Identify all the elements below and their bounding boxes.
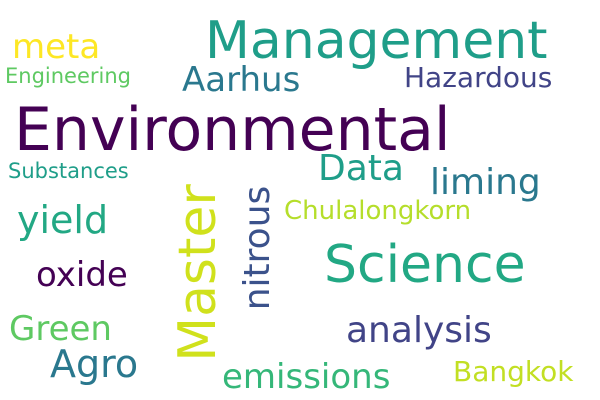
word-engineering: Engineering — [5, 64, 131, 88]
word-data: Data — [318, 148, 404, 189]
word-emissions: emissions — [222, 357, 391, 397]
word-agro: Agro — [50, 342, 139, 386]
word-hazardous: Hazardous — [404, 61, 553, 94]
word-meta: meta — [12, 27, 101, 67]
word-analysis: analysis — [346, 310, 492, 351]
word-yield: yield — [17, 198, 109, 242]
word-liming: liming — [430, 162, 541, 203]
word-master: Master — [168, 184, 228, 362]
word-bangkok: Bangkok — [453, 355, 574, 388]
word-green: Green — [9, 309, 112, 349]
word-aarhus: Aarhus — [182, 60, 301, 100]
word-nitrous: nitrous — [237, 185, 278, 311]
word-oxide: oxide — [36, 255, 128, 295]
word-substances: Substances — [8, 159, 129, 183]
word-environmental: Environmental — [14, 95, 451, 165]
word-chulalongkorn: Chulalongkorn — [284, 196, 472, 226]
word-management: Management — [205, 11, 548, 71]
word-science: Science — [324, 235, 526, 295]
